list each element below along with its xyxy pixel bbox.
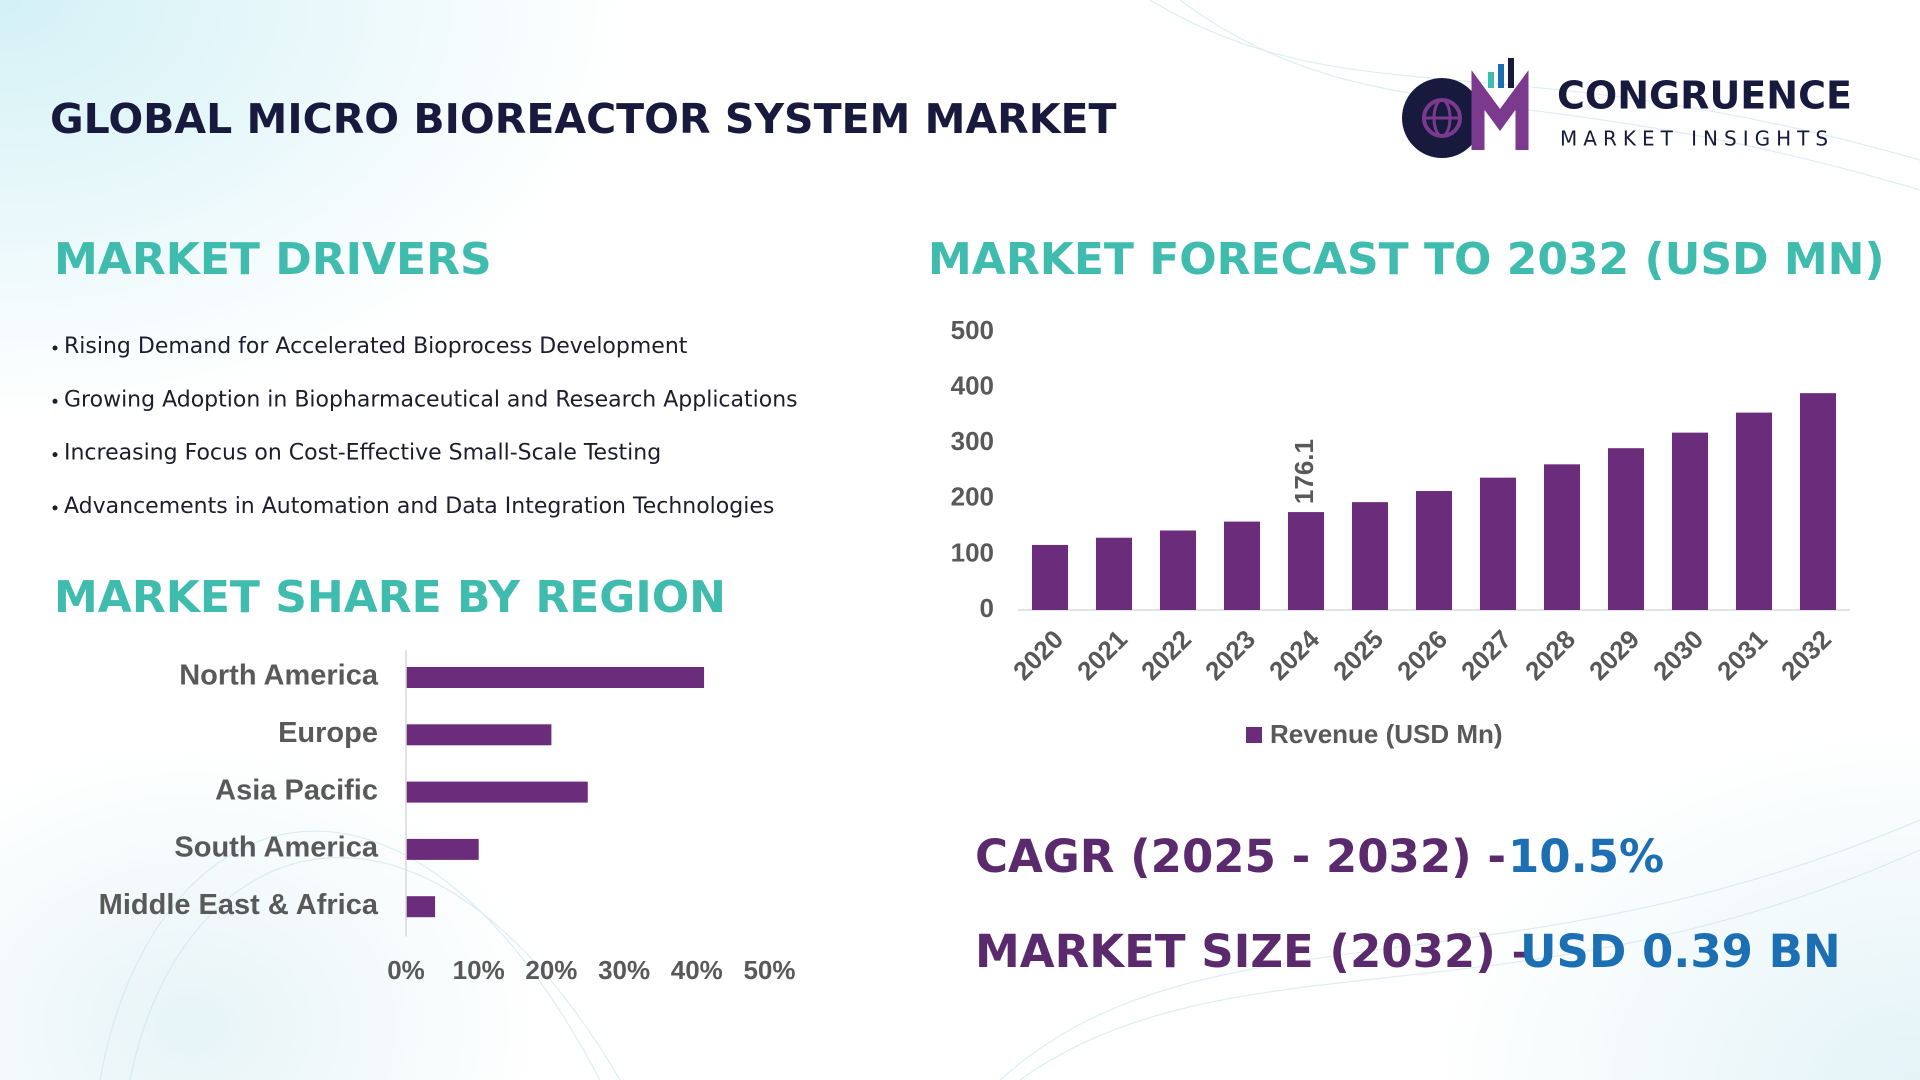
category-label: South America <box>174 832 378 864</box>
bar <box>1736 412 1772 610</box>
section-title: MARKET SHARE BY REGION <box>54 572 726 623</box>
legend-swatch <box>1246 727 1262 743</box>
kpi-label: CAGR (2025 - 2032) - <box>975 830 1506 883</box>
bar <box>1608 448 1644 610</box>
driver-item: Growing Adoption in Biopharmaceutical an… <box>64 387 798 412</box>
bar <box>1544 464 1580 610</box>
data-label: 176.1 <box>1289 439 1319 504</box>
kpi-value: USD 0.39 BN <box>1520 925 1841 978</box>
x-tick-label: 2031 <box>1711 624 1773 686</box>
logo: CONGRUENCE MARKET INSIGHTS <box>1402 58 1852 158</box>
x-tick-label: 2029 <box>1583 624 1645 686</box>
x-tick-label: 2020 <box>1007 624 1069 686</box>
x-tick-label: 40% <box>671 955 723 985</box>
x-tick-label: 2030 <box>1647 624 1709 686</box>
x-tick-label: 2032 <box>1775 624 1837 686</box>
x-tick-label: 0% <box>387 955 425 985</box>
x-tick-label: 30% <box>598 955 650 985</box>
bar <box>1480 477 1516 610</box>
driver-item: Advancements in Automation and Data Inte… <box>64 494 774 519</box>
driver-item: Rising Demand for Accelerated Bioprocess… <box>64 334 688 359</box>
kpi-value: 10.5% <box>1508 830 1664 883</box>
bullet <box>52 505 58 511</box>
x-tick-label: 2021 <box>1071 624 1133 686</box>
y-tick-label: 400 <box>951 370 994 400</box>
bar <box>1800 393 1836 610</box>
bullet <box>52 452 58 458</box>
legend-label: Revenue (USD Mn) <box>1270 719 1503 749</box>
y-tick-label: 500 <box>951 315 994 345</box>
x-tick-label: 2026 <box>1391 624 1453 686</box>
x-tick-label: 10% <box>453 955 505 985</box>
y-tick-label: 300 <box>951 426 994 456</box>
bar <box>406 667 705 688</box>
x-tick-label: 2025 <box>1327 624 1389 686</box>
x-tick-label: 2024 <box>1263 624 1325 686</box>
y-tick-label: 100 <box>951 537 994 567</box>
bar <box>1160 530 1196 610</box>
bar <box>1096 537 1132 610</box>
x-tick-label: 2028 <box>1519 624 1581 686</box>
x-tick-label: 2027 <box>1455 624 1517 686</box>
section-title: MARKET FORECAST TO 2032 (USD MN) <box>928 234 1885 285</box>
category-label: Europe <box>278 717 378 749</box>
bar <box>406 724 552 746</box>
driver-list: Rising Demand for Accelerated Bioprocess… <box>52 334 798 519</box>
x-tick-label: 2023 <box>1199 624 1261 686</box>
category-label: Middle East & Africa <box>99 889 379 921</box>
decor <box>99 0 1920 1080</box>
category-label: Asia Pacific <box>215 774 378 806</box>
bullet <box>52 398 58 404</box>
driver-item: Increasing Focus on Cost-Effective Small… <box>64 441 661 466</box>
bullet <box>52 345 58 351</box>
x-tick-label: 20% <box>525 955 577 985</box>
page-title: GLOBAL MICRO BIOREACTOR SYSTEM MARKET <box>50 95 1116 143</box>
kpi-block: CAGR (2025 - 2032) -10.5% MARKET SIZE (20… <box>975 830 1841 978</box>
bar <box>1416 491 1452 610</box>
logo-name: CONGRUENCE <box>1557 74 1852 118</box>
bar <box>1352 502 1388 610</box>
x-tick-label: 2022 <box>1135 624 1197 686</box>
y-tick-label: 0 <box>980 593 994 623</box>
bar <box>1288 512 1324 610</box>
kpi-label: MARKET SIZE (2032) – <box>975 925 1534 978</box>
bar <box>1032 544 1068 610</box>
x-tick-label: 50% <box>743 955 795 985</box>
bar <box>1224 521 1260 610</box>
bar <box>406 781 588 803</box>
bar <box>406 896 436 918</box>
y-tick-label: 200 <box>951 482 994 512</box>
section-title: MARKET DRIVERS <box>54 234 492 285</box>
bar <box>1672 432 1708 610</box>
logo-tagline: MARKET INSIGHTS <box>1560 127 1834 151</box>
category-label: North America <box>179 660 379 692</box>
bar <box>406 838 479 860</box>
